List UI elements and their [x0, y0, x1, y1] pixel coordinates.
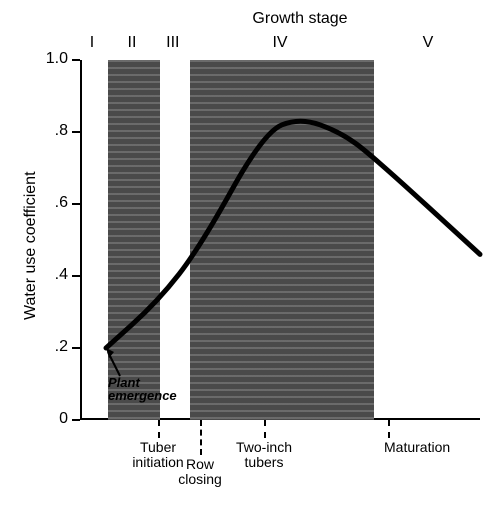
stage-label: V: [408, 34, 448, 52]
y-tick: [72, 275, 80, 277]
y-tick-label: 0: [36, 410, 68, 428]
y-tick: [72, 347, 80, 349]
stage-label: I: [72, 34, 112, 52]
y-tick-label: .4: [36, 266, 68, 284]
y-tick-label: .8: [36, 122, 68, 140]
x-event-label: Maturation: [384, 440, 464, 455]
x-event-tick: [158, 420, 160, 438]
y-tick: [72, 59, 80, 61]
stage-label: IV: [260, 34, 300, 52]
y-tick-label: .6: [36, 194, 68, 212]
chart-root: Growth stage Water use coefficient 0.2.4…: [0, 0, 500, 510]
y-tick: [72, 419, 80, 421]
x-event-label: Two-inchtubers: [224, 440, 304, 471]
stage-label: II: [112, 34, 152, 52]
plant-emergence-arrowhead: [106, 348, 114, 358]
y-tick: [72, 131, 80, 133]
x-event-tick: [388, 420, 390, 438]
plant-emergence-label: Plantemergence: [108, 376, 177, 402]
y-tick-label: .2: [36, 338, 68, 356]
y-tick: [72, 203, 80, 205]
x-event-tick: [264, 420, 266, 438]
water-use-curve: [106, 121, 480, 348]
x-event-tick: [200, 420, 202, 455]
stage-label: III: [153, 34, 193, 52]
curve: [0, 0, 500, 510]
y-tick-label: 1.0: [36, 50, 68, 68]
